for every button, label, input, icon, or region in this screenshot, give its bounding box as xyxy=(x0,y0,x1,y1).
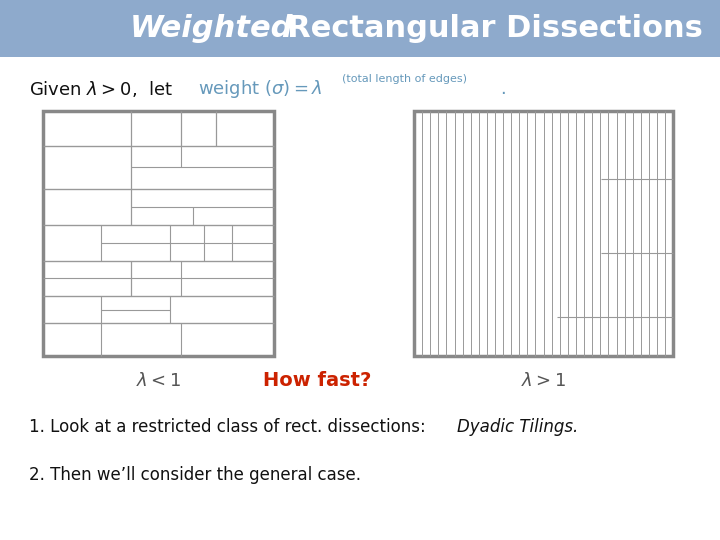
Bar xyxy=(0,0,720,57)
Text: 1. Look at a restricted class of rect. dissections:: 1. Look at a restricted class of rect. d… xyxy=(29,417,436,436)
Text: .: . xyxy=(500,80,506,98)
Text: Weighted: Weighted xyxy=(130,14,293,43)
Text: $\lambda < 1$: $\lambda < 1$ xyxy=(136,372,181,390)
Text: Rectangular Dissections: Rectangular Dissections xyxy=(266,14,703,43)
Text: weight $(\sigma) = \lambda$: weight $(\sigma) = \lambda$ xyxy=(198,78,323,100)
Text: How fast?: How fast? xyxy=(263,371,371,390)
Text: 2. Then we’ll consider the general case.: 2. Then we’ll consider the general case. xyxy=(29,466,361,484)
Text: Dyadic Tilings.: Dyadic Tilings. xyxy=(457,417,578,436)
Bar xyxy=(43,111,274,356)
Text: $\lambda > 1$: $\lambda > 1$ xyxy=(521,372,566,390)
Text: Given $\lambda > 0$,  let: Given $\lambda > 0$, let xyxy=(29,79,173,99)
Text: (total length of edges): (total length of edges) xyxy=(342,75,467,84)
Bar xyxy=(414,111,673,356)
